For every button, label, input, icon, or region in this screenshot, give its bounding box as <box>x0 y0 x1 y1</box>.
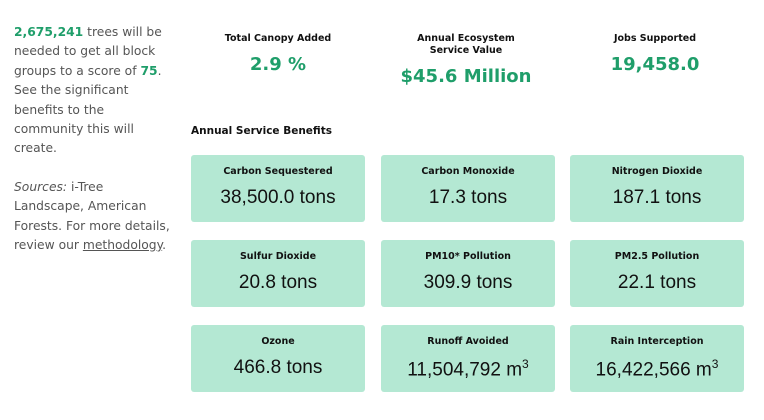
unit-exponent: 3 <box>522 357 529 371</box>
card-value: 466.8 tons <box>191 357 365 379</box>
benefit-card: Rain Interception 16,422,566 m3 <box>570 325 744 392</box>
card-label: Sulfur Dioxide <box>239 251 317 262</box>
unit: tons <box>476 272 513 293</box>
card-value: 187.1 tons <box>570 187 744 209</box>
unit: m <box>506 359 523 381</box>
benefit-card: Sulfur Dioxide 20.8 tons <box>191 240 365 307</box>
card-label: Carbon Sequestered <box>223 166 333 177</box>
benefit-card: Runoff Avoided 11,504,792 m3 <box>381 325 555 392</box>
card-label: Ozone <box>261 336 295 347</box>
card-value: 16,422,566 m3 <box>570 357 744 381</box>
sources-end: . <box>162 238 167 253</box>
card-value: 309.9 tons <box>381 272 555 294</box>
unit-exponent: 3 <box>711 357 719 371</box>
unit: tons <box>299 187 336 208</box>
intro-text: trees will be needed to get all block gr… <box>14 25 162 78</box>
benefit-card: Carbon Monoxide 17.3 tons <box>381 155 555 222</box>
value: 22.1 <box>617 272 655 293</box>
kpi-label: Jobs Supported <box>613 33 697 44</box>
unit: tons <box>281 272 318 293</box>
score: 75 <box>140 63 158 78</box>
card-value: 17.3 tons <box>381 187 555 209</box>
value: 16,422,566 <box>595 359 691 381</box>
benefit-card: PM10* Pollution 309.9 tons <box>381 240 555 307</box>
section-title: Annual Service Benefits <box>191 125 332 137</box>
card-value: 20.8 tons <box>191 272 365 294</box>
unit: m <box>695 359 712 381</box>
kpi-value: $45.6 Million <box>400 66 532 87</box>
card-label: Rain Interception <box>610 336 704 347</box>
value: 17.3 <box>428 187 466 208</box>
kpi-value: 2.9 % <box>249 54 307 75</box>
card-label: PM10* Pollution <box>425 251 511 262</box>
unit: tons <box>286 357 323 378</box>
sources-text: i-Tree Landscape, American Forests. For … <box>14 179 170 253</box>
value: 11,504,792 <box>407 359 501 381</box>
kpi-label: Annual Ecosystem Service Value <box>417 33 515 56</box>
value: 187.1 <box>612 187 661 208</box>
card-value: 22.1 tons <box>570 272 744 294</box>
unit: tons <box>471 187 508 208</box>
methodology-link[interactable]: methodology <box>82 238 163 253</box>
intro: 2,675,241 trees will be needed to get al… <box>14 23 172 159</box>
sources: Sources: i-Tree Landscape, American Fore… <box>14 178 172 256</box>
card-label: Runoff Avoided <box>427 336 509 347</box>
kpi-value: 19,458.0 <box>610 54 700 75</box>
benefit-card: Carbon Sequestered 38,500.0 tons <box>191 155 365 222</box>
kpi: Jobs Supported 19,458.0 <box>570 33 740 75</box>
kpi: Annual Ecosystem Service Value $45.6 Mill… <box>381 33 551 87</box>
sidebar: 2,675,241 trees will be needed to get al… <box>14 23 172 274</box>
unit: tons <box>660 272 697 293</box>
card-label: Carbon Monoxide <box>421 166 515 177</box>
value: 38,500.0 <box>220 187 295 208</box>
benefit-card: PM2.5 Pollution 22.1 tons <box>570 240 744 307</box>
tree-count: 2,675,241 <box>14 25 84 39</box>
value: 466.8 <box>233 357 282 378</box>
value: 20.8 <box>238 272 276 293</box>
intro-text: . See the significant benefits to the co… <box>14 63 162 156</box>
kpi: Total Canopy Added 2.9 % <box>193 33 363 75</box>
benefit-card: Ozone 466.8 tons <box>191 325 365 392</box>
sources-label: Sources: <box>14 179 68 194</box>
benefit-card: Nitrogen Dioxide 187.1 tons <box>570 155 744 222</box>
kpi-label: Total Canopy Added <box>224 33 332 44</box>
card-value: 38,500.0 tons <box>191 187 365 209</box>
value: 309.9 <box>423 272 472 293</box>
card-label: Nitrogen Dioxide <box>611 166 703 177</box>
card-label: PM2.5 Pollution <box>614 251 700 262</box>
unit: tons <box>665 187 702 208</box>
card-value: 11,504,792 m3 <box>381 357 555 381</box>
